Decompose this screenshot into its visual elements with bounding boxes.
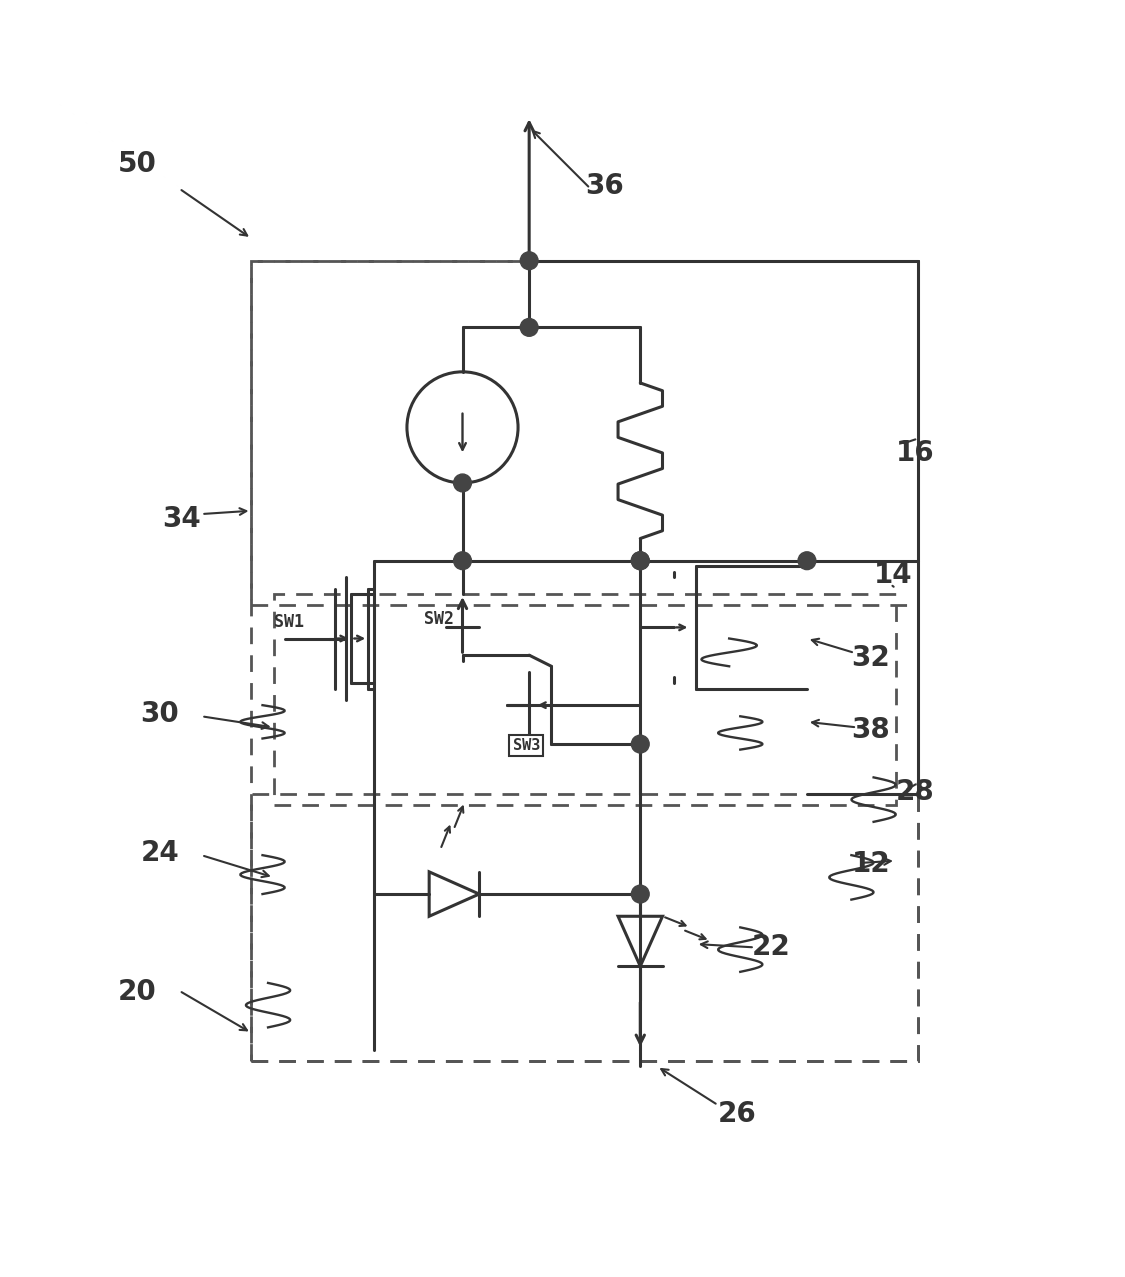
Circle shape xyxy=(798,552,816,570)
Text: 28: 28 xyxy=(896,778,935,806)
Circle shape xyxy=(520,252,538,269)
Circle shape xyxy=(631,885,649,903)
Text: 12: 12 xyxy=(852,849,890,877)
Text: 26: 26 xyxy=(718,1099,757,1128)
Text: 24: 24 xyxy=(141,839,179,867)
Circle shape xyxy=(453,474,471,492)
Circle shape xyxy=(631,736,649,753)
Text: SW1: SW1 xyxy=(273,613,304,631)
Text: 38: 38 xyxy=(852,716,890,744)
Circle shape xyxy=(631,552,649,570)
Circle shape xyxy=(520,318,538,336)
Text: 30: 30 xyxy=(141,700,179,728)
Text: 20: 20 xyxy=(118,978,156,1005)
Text: 50: 50 xyxy=(118,149,156,178)
Text: 32: 32 xyxy=(852,645,890,672)
Text: 22: 22 xyxy=(752,933,790,962)
Text: SW2: SW2 xyxy=(424,610,453,628)
Circle shape xyxy=(453,552,471,570)
Text: SW3: SW3 xyxy=(513,738,540,752)
Text: 16: 16 xyxy=(896,439,935,466)
Circle shape xyxy=(631,552,649,570)
Text: 36: 36 xyxy=(585,172,623,200)
Text: 34: 34 xyxy=(162,506,201,534)
Text: 14: 14 xyxy=(874,561,912,589)
